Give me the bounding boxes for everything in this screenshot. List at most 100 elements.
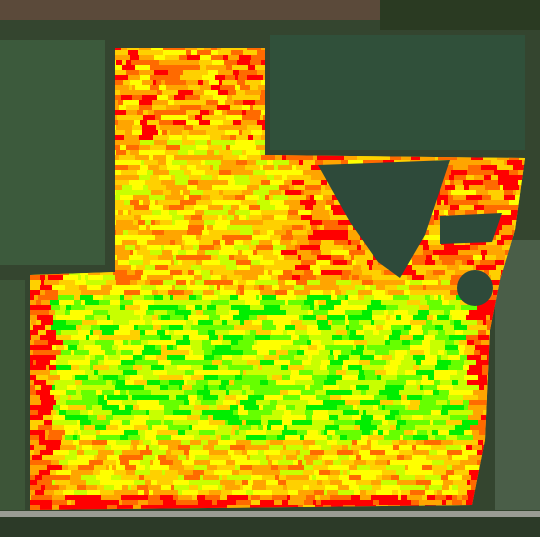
yield-cell <box>100 325 105 330</box>
yield-cell <box>320 495 330 500</box>
yield-cell <box>315 390 326 395</box>
yield-cell <box>458 485 471 490</box>
yield-cell <box>397 480 411 485</box>
yield-cell <box>186 60 199 65</box>
yield-cell <box>267 175 274 180</box>
yield-cell <box>201 265 216 270</box>
yield-cell <box>129 320 145 325</box>
yield-cell <box>316 475 328 480</box>
yield-cell <box>116 280 130 285</box>
yield-cell <box>425 260 435 265</box>
yield-cell <box>132 125 142 130</box>
yield-cell <box>208 205 223 210</box>
yield-cell <box>344 155 357 160</box>
yield-cell <box>222 110 227 115</box>
yield-cell <box>240 320 244 325</box>
yield-cell <box>154 395 169 400</box>
yield-cell <box>97 455 107 460</box>
yield-cell <box>88 410 93 415</box>
yield-cell <box>81 390 96 395</box>
yield-cell <box>188 115 195 120</box>
yield-cell <box>439 210 444 215</box>
yield-cell <box>313 370 329 375</box>
yield-cell <box>120 390 126 395</box>
yield-cell <box>339 475 349 480</box>
yield-cell <box>201 270 210 275</box>
yield-cell <box>254 390 268 395</box>
yield-cell <box>210 435 216 440</box>
yield-cell <box>210 120 223 125</box>
yield-cell <box>398 320 410 325</box>
yield-cell <box>111 275 115 280</box>
yield-cell <box>94 465 106 470</box>
yield-cell <box>87 495 101 500</box>
yield-cell <box>402 375 407 380</box>
yield-cell <box>504 195 515 200</box>
yield-cell <box>477 460 481 465</box>
yield-cell <box>400 335 413 340</box>
yield-cell <box>468 165 478 170</box>
yield-cell <box>348 295 358 300</box>
yield-cell <box>306 415 312 420</box>
yield-cell <box>415 425 426 430</box>
yield-cell <box>269 195 273 200</box>
yield-cell <box>44 345 52 350</box>
yield-cell <box>253 250 257 255</box>
yield-cell <box>389 430 404 435</box>
yield-cell <box>164 415 177 420</box>
yield-cell <box>297 430 307 435</box>
yield-cell <box>370 360 386 365</box>
yield-cell <box>178 150 188 155</box>
yield-cell <box>257 50 270 55</box>
yield-cell <box>273 340 286 345</box>
yield-cell <box>143 375 148 380</box>
yield-cell <box>313 205 325 210</box>
yield-cell <box>367 465 370 470</box>
yield-cell <box>229 440 236 445</box>
yield-cell <box>30 370 41 375</box>
yield-cell <box>358 290 372 295</box>
yield-cell <box>434 490 437 495</box>
yield-cell <box>408 465 422 470</box>
yield-cell <box>175 310 191 315</box>
yield-cell <box>238 295 246 300</box>
yield-cell <box>239 430 246 435</box>
yield-cell <box>268 470 280 475</box>
yield-cell <box>437 315 449 320</box>
yield-cell <box>370 255 373 260</box>
yield-cell <box>467 325 478 330</box>
yield-cell <box>397 300 400 305</box>
yield-cell <box>251 55 257 60</box>
yield-cell <box>173 120 186 125</box>
yield-cell <box>142 80 153 85</box>
yield-cell <box>201 105 217 110</box>
yield-cell <box>137 240 147 245</box>
yield-cell <box>71 335 86 340</box>
yield-cell <box>116 230 123 235</box>
yield-cell <box>236 370 240 375</box>
yield-cell <box>46 380 54 385</box>
yield-cell <box>197 495 205 500</box>
yield-cell <box>381 480 397 485</box>
yield-cell <box>314 490 324 495</box>
yield-cell <box>455 255 461 260</box>
yield-cell <box>122 205 134 210</box>
yield-cell <box>448 410 463 415</box>
yield-cell <box>65 415 73 420</box>
yield-cell <box>353 485 359 490</box>
yield-cell <box>478 245 487 250</box>
yield-cell <box>116 265 131 270</box>
yield-cell <box>165 55 179 60</box>
yield-cell <box>246 420 261 425</box>
yield-cell <box>348 235 360 240</box>
yield-cell <box>267 230 274 235</box>
yield-cell <box>437 490 442 495</box>
yield-cell <box>36 300 41 305</box>
yield-cell <box>251 440 266 445</box>
yield-cell <box>228 450 234 455</box>
yield-cell <box>202 230 209 235</box>
yield-cell <box>246 435 254 440</box>
yield-cell <box>219 80 222 85</box>
yield-cell <box>301 255 317 260</box>
yield-cell <box>177 210 180 215</box>
